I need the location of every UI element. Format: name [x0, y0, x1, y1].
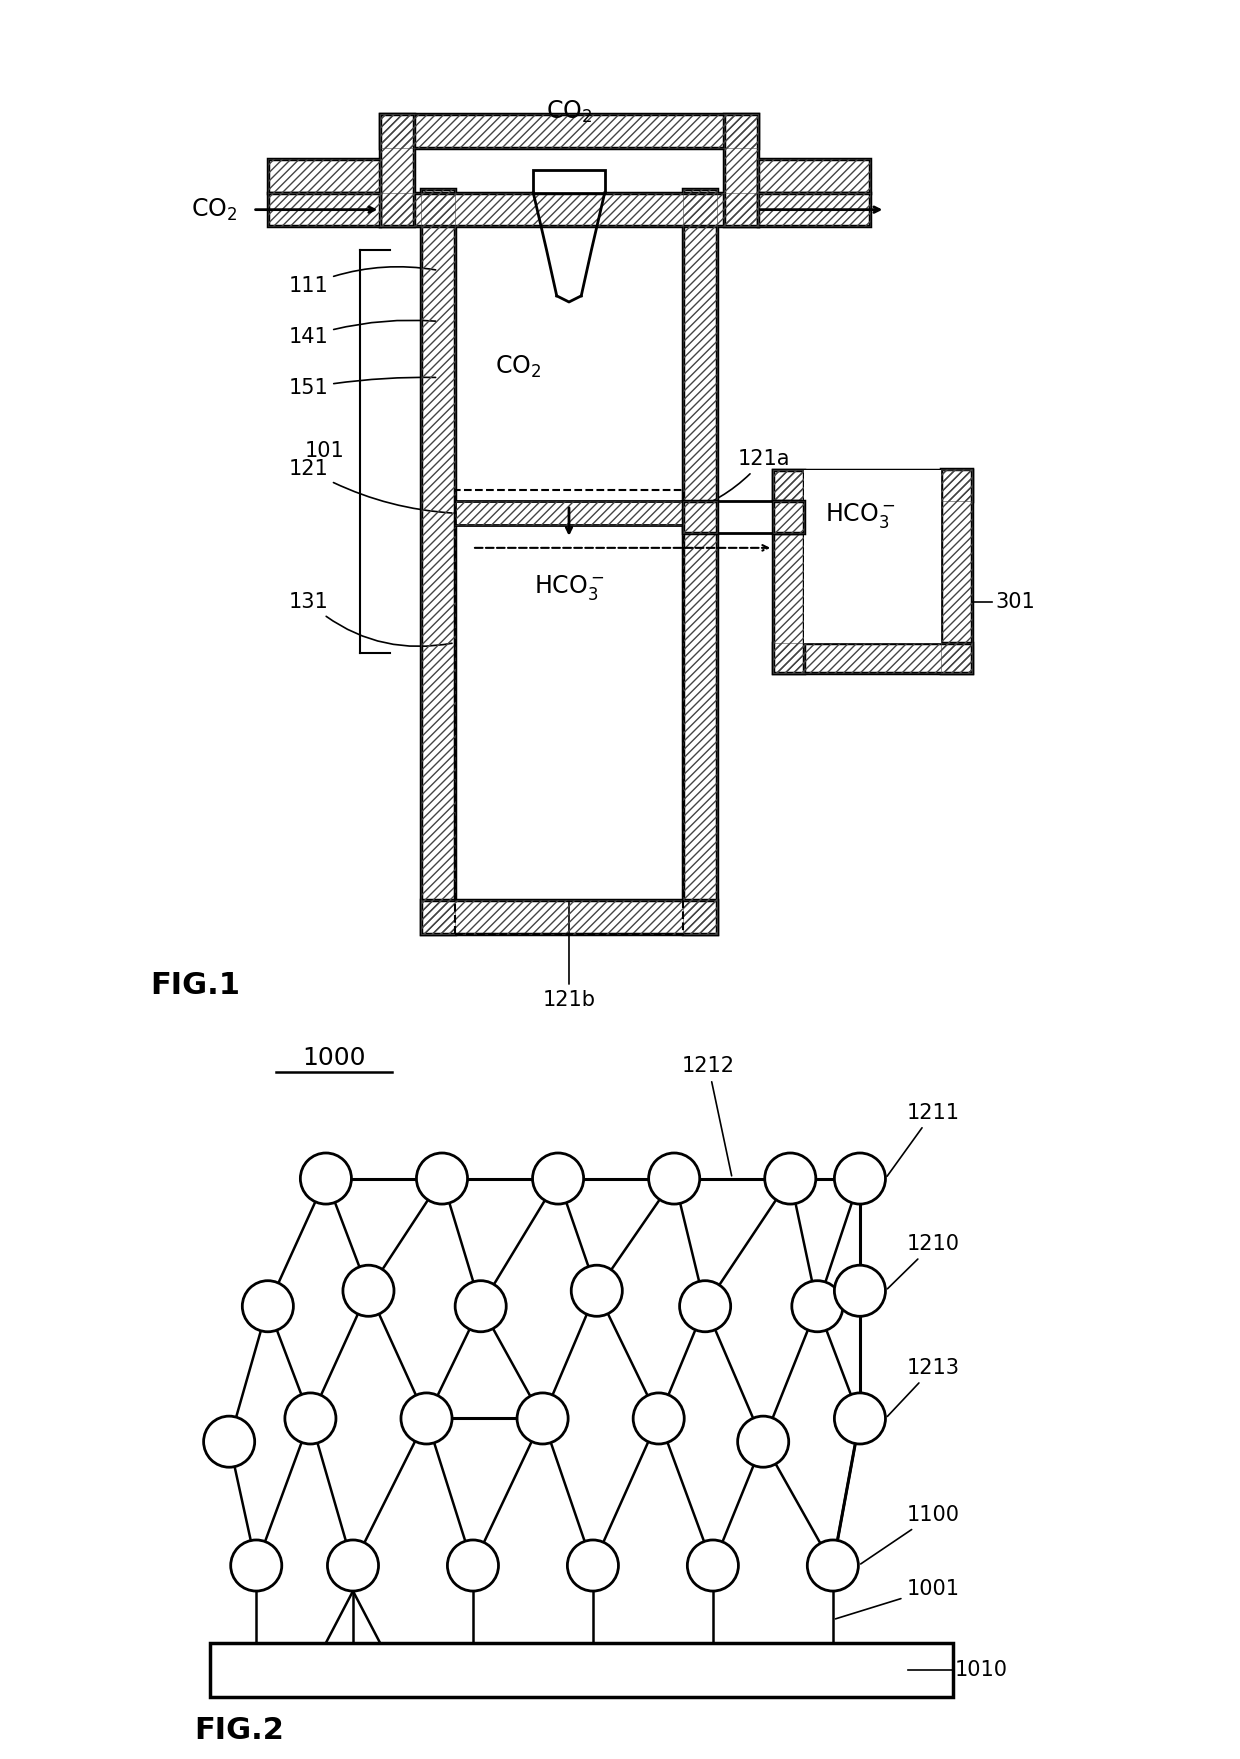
Text: 1211: 1211 — [887, 1103, 960, 1177]
Bar — [724, 114, 758, 227]
Bar — [773, 470, 972, 501]
Circle shape — [448, 1539, 498, 1592]
Bar — [758, 158, 870, 193]
Bar — [773, 642, 972, 674]
Circle shape — [835, 1152, 885, 1205]
Text: CO$_2$: CO$_2$ — [546, 99, 591, 125]
Text: 1010: 1010 — [955, 1660, 1008, 1680]
Bar — [683, 501, 717, 533]
Bar — [758, 193, 870, 227]
Text: HCO$_3^-$: HCO$_3^-$ — [533, 573, 604, 602]
Bar — [268, 158, 381, 193]
Text: 131: 131 — [289, 593, 453, 646]
Bar — [773, 470, 804, 501]
Circle shape — [231, 1539, 281, 1592]
Circle shape — [765, 1152, 816, 1205]
Circle shape — [532, 1152, 584, 1205]
Bar — [773, 533, 804, 674]
Text: HCO$_3^-$: HCO$_3^-$ — [825, 501, 895, 529]
Circle shape — [417, 1152, 467, 1205]
Circle shape — [242, 1281, 294, 1332]
Circle shape — [300, 1152, 351, 1205]
Text: 301: 301 — [996, 593, 1035, 612]
Bar — [422, 188, 455, 934]
Text: 1100: 1100 — [861, 1506, 960, 1564]
Circle shape — [343, 1265, 394, 1316]
Circle shape — [792, 1281, 843, 1332]
Bar — [758, 158, 870, 193]
Bar — [381, 114, 414, 227]
Circle shape — [835, 1393, 885, 1444]
Circle shape — [568, 1539, 619, 1592]
Text: 1000: 1000 — [301, 1047, 366, 1069]
Text: 141: 141 — [289, 320, 435, 347]
Bar — [381, 193, 758, 227]
Bar — [773, 642, 972, 674]
Bar — [268, 193, 381, 227]
Bar — [422, 188, 455, 934]
Circle shape — [807, 1539, 858, 1592]
Text: FIG.2: FIG.2 — [195, 1717, 284, 1745]
Bar — [758, 193, 870, 227]
Circle shape — [455, 1281, 506, 1332]
Bar — [773, 533, 804, 674]
Circle shape — [649, 1152, 699, 1205]
Text: 1212: 1212 — [682, 1057, 735, 1175]
Circle shape — [285, 1393, 336, 1444]
Circle shape — [572, 1265, 622, 1316]
Bar — [455, 489, 683, 934]
Circle shape — [738, 1416, 789, 1467]
Bar — [268, 158, 381, 193]
Text: 121: 121 — [289, 459, 451, 514]
Circle shape — [203, 1416, 254, 1467]
Bar — [683, 501, 717, 533]
Bar — [773, 501, 804, 533]
Bar — [381, 114, 758, 148]
Bar — [804, 470, 941, 642]
Bar — [773, 470, 972, 501]
Circle shape — [835, 1265, 885, 1316]
Text: 121a: 121a — [686, 449, 790, 512]
Text: 101: 101 — [305, 442, 345, 461]
Bar — [683, 188, 717, 934]
Bar — [381, 114, 414, 227]
Bar — [455, 501, 683, 526]
Bar — [773, 470, 804, 501]
Text: 1001: 1001 — [836, 1580, 960, 1618]
Text: 121b: 121b — [542, 902, 595, 1010]
Bar — [533, 171, 605, 193]
Text: FIG.1: FIG.1 — [151, 971, 241, 999]
Circle shape — [687, 1539, 738, 1592]
Circle shape — [401, 1393, 453, 1444]
Circle shape — [517, 1393, 568, 1444]
Bar — [941, 470, 972, 674]
Text: 151: 151 — [289, 378, 435, 398]
Bar — [210, 1643, 952, 1697]
Circle shape — [680, 1281, 730, 1332]
Bar — [773, 501, 804, 533]
Bar — [455, 501, 683, 526]
Bar — [941, 470, 972, 674]
Circle shape — [634, 1393, 684, 1444]
Text: CO$_2$: CO$_2$ — [495, 354, 541, 380]
Circle shape — [327, 1539, 378, 1592]
Bar — [422, 901, 717, 934]
Bar — [724, 114, 758, 227]
Bar — [717, 501, 773, 533]
Bar — [422, 901, 717, 934]
Text: 111: 111 — [289, 267, 435, 296]
Bar — [683, 188, 717, 934]
Bar — [268, 193, 381, 227]
Bar — [381, 114, 758, 148]
Text: 1210: 1210 — [888, 1235, 960, 1289]
Bar — [381, 193, 758, 227]
Text: 1213: 1213 — [888, 1358, 960, 1416]
Text: CO$_2$: CO$_2$ — [191, 197, 237, 223]
